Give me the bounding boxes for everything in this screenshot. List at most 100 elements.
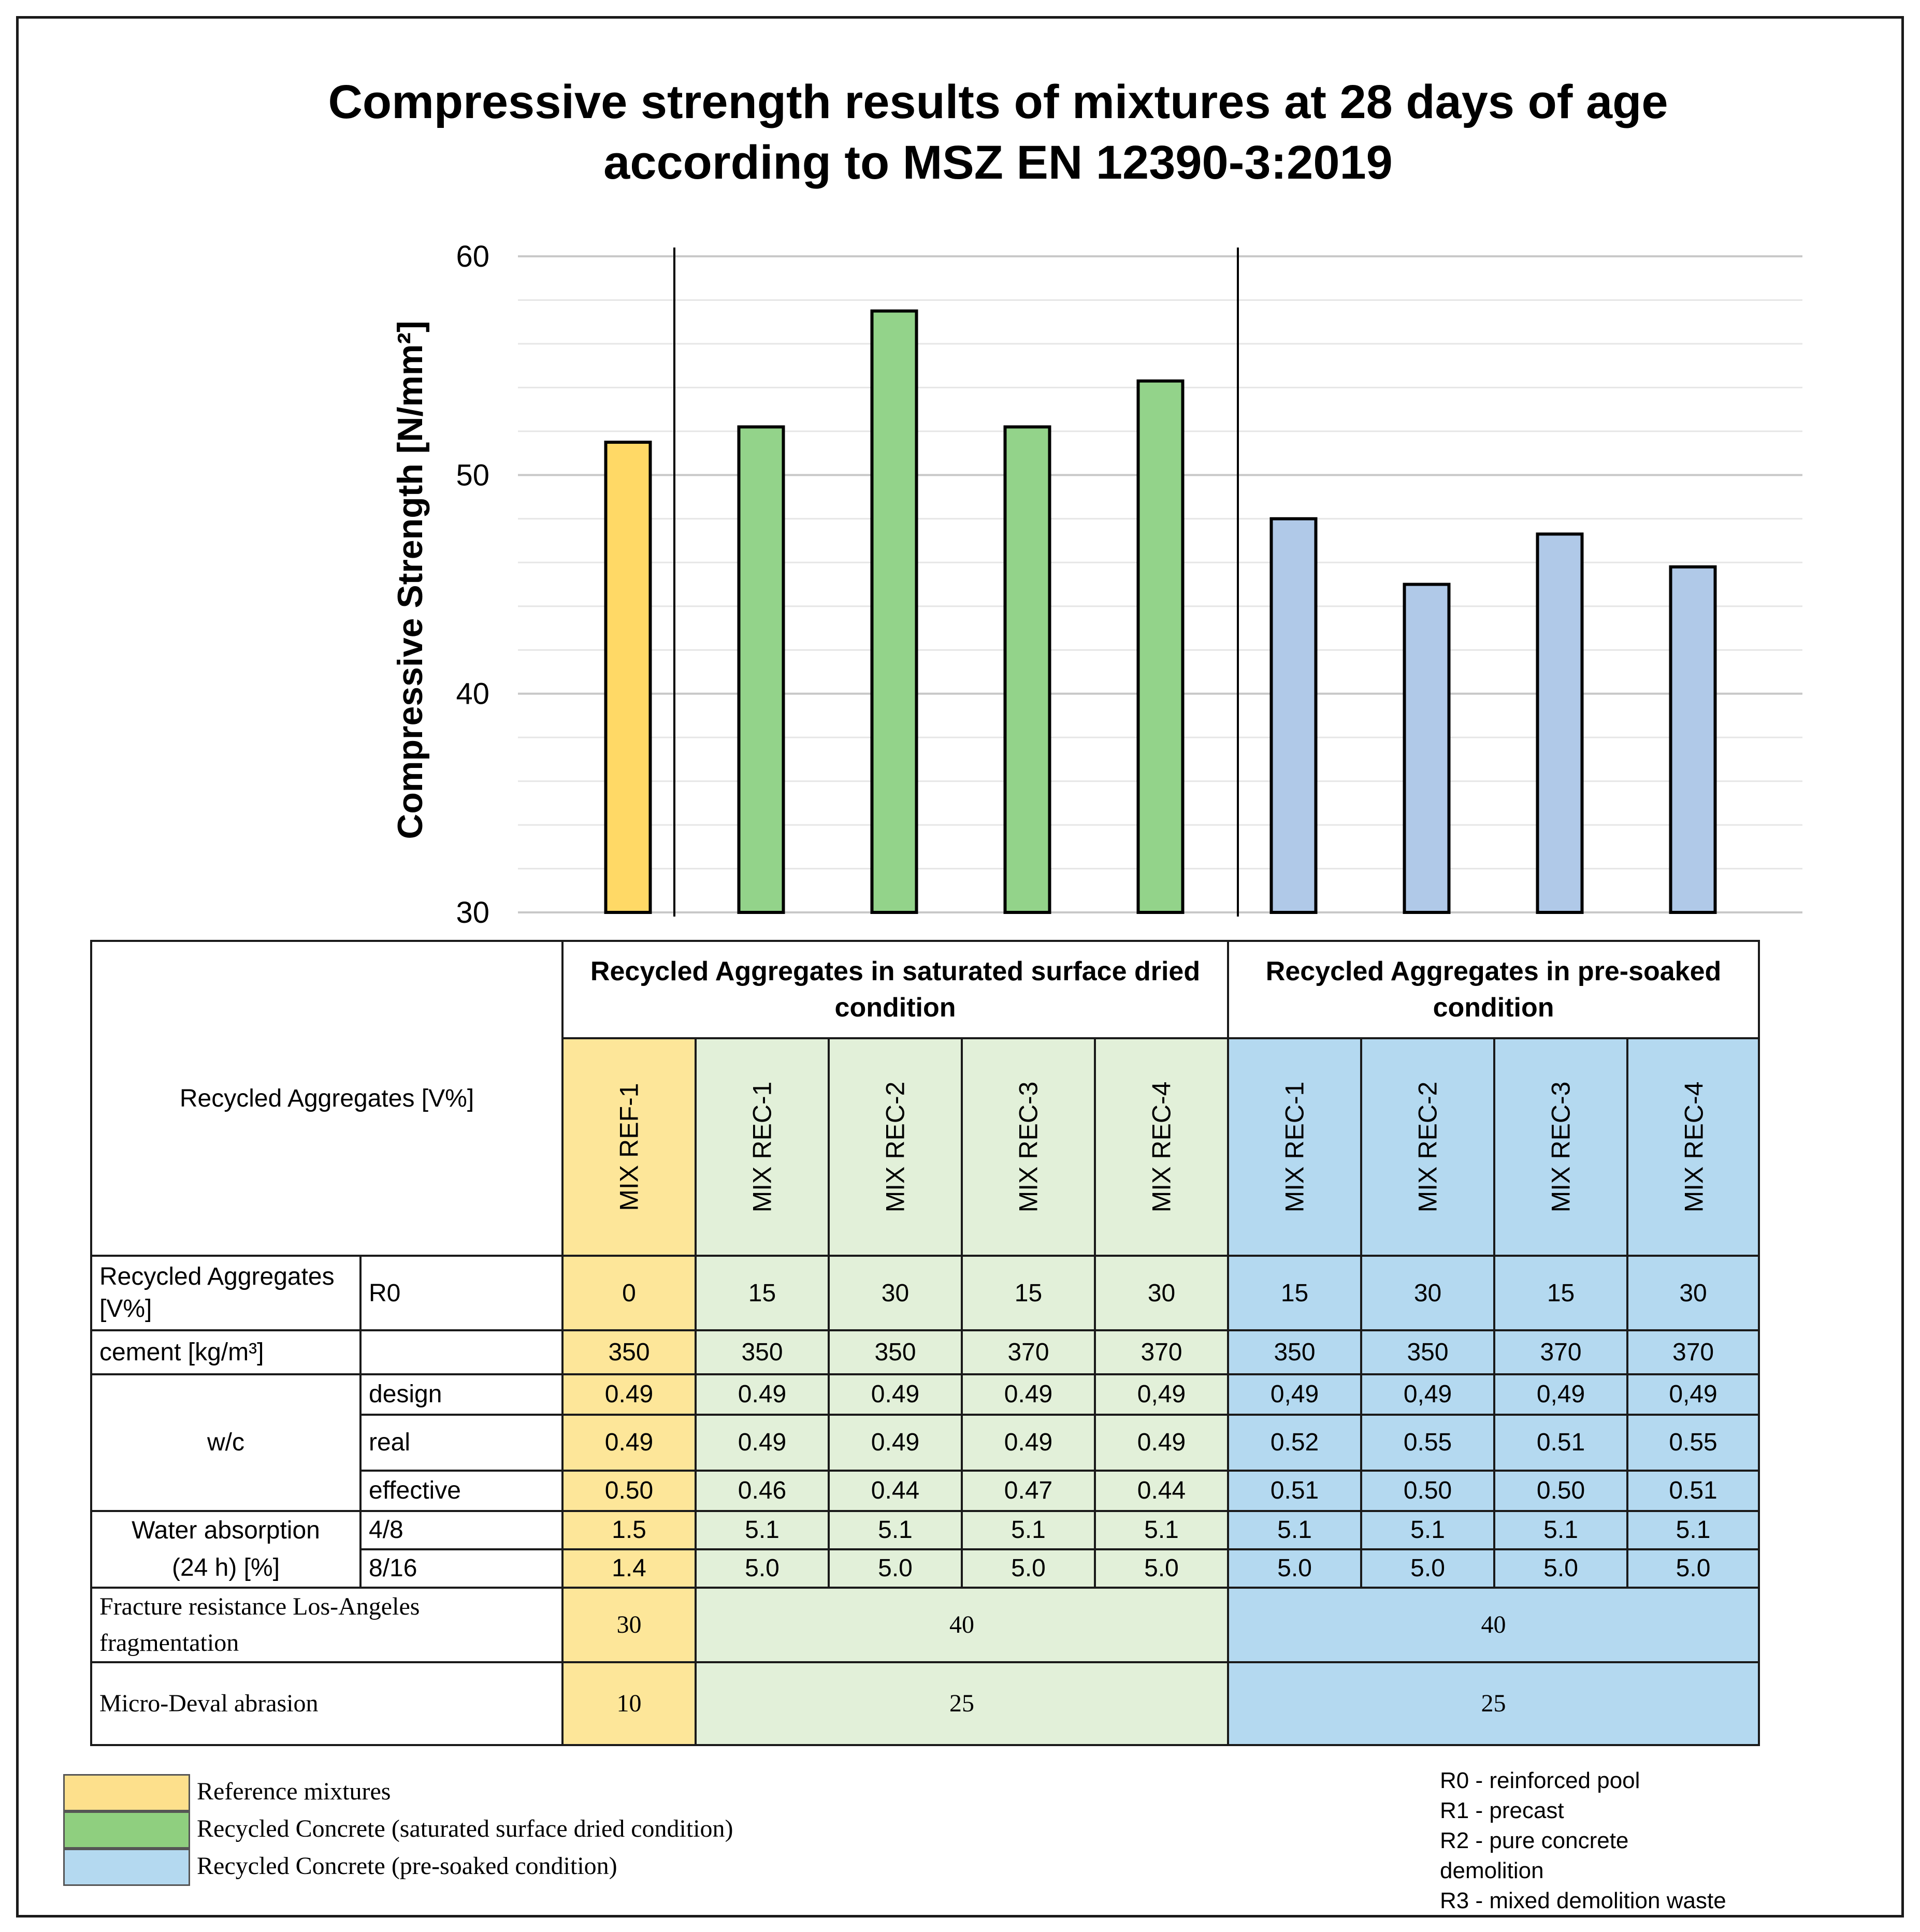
row-sublabel: design [359, 1373, 564, 1416]
cell: 15 [961, 1255, 1096, 1332]
abbreviation-notes: R0 - reinforced pool R1 - precast R2 - p… [1440, 1766, 1726, 1916]
row-los-angeles: Fracture resistance Los-Angeles fragment… [90, 1586, 1760, 1663]
row-label: Fracture resistance Los-Angeles fragment… [90, 1586, 564, 1663]
cell: 350 [561, 1329, 697, 1375]
cell: 5.0 [1360, 1548, 1496, 1589]
wc-label: w/c [90, 1373, 362, 1512]
cell: 5.1 [828, 1509, 963, 1550]
chart-title-line-2: according to MSZ EN 12390-3:2019 [603, 136, 1393, 189]
bar-saturated-4 [1003, 425, 1051, 914]
cell: 0.49 [561, 1373, 697, 1416]
cell: 25 [694, 1661, 1230, 1747]
bar-saturated-2 [737, 425, 785, 914]
legend-label-reference: Reference mixtures [197, 1778, 391, 1805]
note-line: demolition [1440, 1858, 1544, 1883]
y-tick-label: 50 [456, 458, 489, 492]
legend-swatch-presoaked [63, 1849, 190, 1886]
group-header-saturated: Recycled Aggregates in saturated surface… [561, 939, 1230, 1040]
mix-header-sat-rec-4: MIX REC-4 [1093, 1037, 1230, 1257]
cell: 5.1 [1493, 1509, 1629, 1550]
row-sublabel: 4/8 [359, 1509, 564, 1550]
cell: 30 [1360, 1255, 1496, 1332]
cell: 0.49 [1093, 1413, 1230, 1472]
cell: 0,49 [1493, 1373, 1629, 1416]
cell: 370 [1093, 1329, 1230, 1375]
cell: 25 [1227, 1661, 1760, 1747]
cell: 5.1 [1093, 1509, 1230, 1550]
cell: 350 [828, 1329, 963, 1375]
cell: 0,49 [1093, 1373, 1230, 1416]
cell: 0.47 [961, 1469, 1096, 1512]
chart-title-line-1: Compressive strength results of mixtures… [328, 76, 1668, 128]
cell: 0.49 [828, 1373, 963, 1416]
cell: 5.1 [1360, 1509, 1496, 1550]
cell: 0,49 [1360, 1373, 1496, 1416]
note-line: R0 - reinforced pool [1440, 1768, 1640, 1793]
cell: 15 [695, 1255, 830, 1332]
cell: 0.49 [695, 1413, 830, 1472]
cell: 5.1 [1227, 1509, 1363, 1550]
y-tick-label: 30 [456, 896, 489, 929]
row-micro-deval: Micro-Deval abrasion 10 25 25 [90, 1661, 1760, 1747]
y-axis-label: Compressive Strength [N/mm²] [391, 321, 430, 839]
cell: 0.49 [961, 1413, 1096, 1472]
cell: 0.49 [695, 1373, 830, 1416]
cell: 0.51 [1493, 1413, 1629, 1472]
cell: 0,49 [1227, 1373, 1363, 1416]
cell: 5.0 [1493, 1548, 1629, 1589]
mix-header-pre-rec-3: MIX REC-3 [1493, 1037, 1629, 1257]
cell: 5.1 [695, 1509, 830, 1550]
mix-header-sat-rec-2: MIX REC-2 [828, 1037, 963, 1257]
cell: 40 [694, 1586, 1230, 1663]
note-line: R2 - pure concrete [1440, 1828, 1629, 1853]
row-water-absorption-4-8: Water absorption 4/8 1.5 5.1 5.1 5.1 5.1… [90, 1509, 1760, 1550]
cell: 5.0 [1093, 1548, 1230, 1589]
bar-saturated-5 [1136, 379, 1185, 914]
cell: 5.0 [961, 1548, 1096, 1589]
cell: 0 [561, 1255, 697, 1332]
row-label: cement [kg/m³] [90, 1329, 362, 1375]
bar-presoaked-8 [1536, 532, 1584, 914]
cell: 350 [695, 1329, 830, 1375]
cell: 370 [1493, 1329, 1629, 1375]
cell: 350 [1227, 1329, 1363, 1375]
mix-header-pre-rec-1: MIX REC-1 [1227, 1037, 1363, 1257]
bar-presoaked-6 [1269, 517, 1318, 914]
cell: 0.51 [1227, 1469, 1363, 1512]
row-wc-real: real 0.49 0.49 0.49 0.49 0.49 0.52 0.55 … [91, 1413, 1760, 1472]
cell: 0.52 [1227, 1413, 1363, 1472]
legend-swatch-reference [63, 1774, 190, 1811]
cell: 0.49 [561, 1413, 697, 1472]
cell: 0.44 [828, 1469, 963, 1512]
note-line: R3 - mixed demolition waste [1440, 1888, 1726, 1913]
cell: 40 [1227, 1586, 1760, 1663]
y-tick-label: 40 [456, 677, 489, 711]
bar-presoaked-7 [1403, 583, 1451, 914]
mix-header-pre-rec-4: MIX REC-4 [1626, 1037, 1760, 1257]
cell: 0.51 [1626, 1469, 1760, 1512]
cell: 0.50 [1360, 1469, 1496, 1512]
bar-presoaked-9 [1669, 565, 1717, 914]
row-label: Recycled Aggregates [V%] [90, 1255, 362, 1332]
cell: 370 [1626, 1329, 1760, 1375]
cell: 0,49 [1626, 1373, 1760, 1416]
row-sublabel: R0 [359, 1255, 564, 1332]
water-absorption-label-1: Water absorption [90, 1509, 362, 1549]
cell: 5.1 [961, 1509, 1096, 1550]
cell: 5.0 [695, 1548, 830, 1589]
cell: 0.55 [1360, 1413, 1496, 1472]
cell: 5.0 [1227, 1548, 1363, 1589]
row-sublabel: effective [359, 1469, 564, 1512]
row-sublabel-empty [359, 1329, 564, 1375]
figure-frame [16, 16, 1904, 1918]
row-wc-effective: effective 0.50 0.46 0.44 0.47 0.44 0.51 … [91, 1469, 1760, 1512]
note-line: R1 - precast [1440, 1798, 1564, 1823]
row-sublabel: 8/16 [359, 1548, 564, 1589]
mix-header-sat-rec-3: MIX REC-3 [961, 1037, 1096, 1257]
cell: 0.44 [1093, 1469, 1230, 1512]
cell: 0.55 [1626, 1413, 1760, 1472]
row-cement: cement [kg/m³] 350 350 350 370 370 350 3… [90, 1329, 1760, 1375]
cell: 1.4 [561, 1548, 697, 1589]
table-corner-label: Recycled Aggregates [V%] [90, 939, 564, 1257]
cell: 370 [961, 1329, 1096, 1375]
